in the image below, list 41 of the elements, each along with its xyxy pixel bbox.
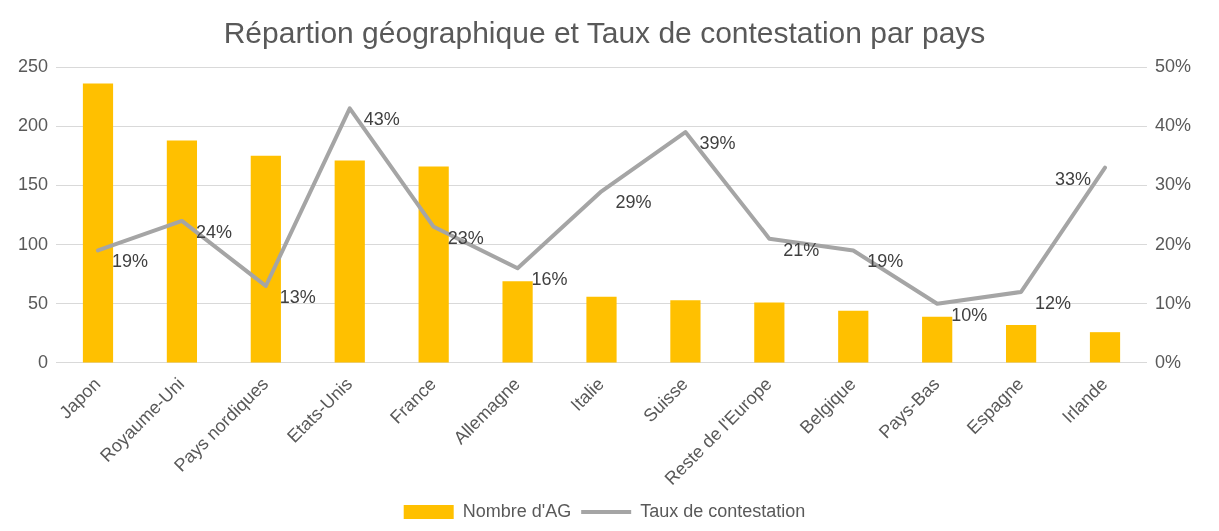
data-label: 23% (447, 227, 484, 248)
y2-tick-label: 40% (1154, 115, 1191, 136)
bar (1089, 332, 1121, 363)
bar (418, 166, 449, 363)
bar (502, 281, 533, 363)
data-label: 43% (363, 109, 400, 130)
y2-tick-label: 20% (1154, 233, 1191, 254)
data-label: 24% (195, 221, 232, 242)
data-label: 10% (951, 304, 988, 325)
y-tick-label: 0 (38, 351, 49, 372)
y2-tick-label: 0% (1154, 351, 1181, 372)
bar (838, 310, 869, 363)
y-tick-label: 100 (17, 233, 49, 254)
data-label: 13% (279, 286, 316, 307)
bar (82, 83, 114, 363)
bar (754, 302, 785, 363)
data-label: 19% (867, 251, 904, 272)
data-label: 39% (699, 133, 736, 154)
data-label: 16% (531, 269, 568, 290)
y2-tick-label: 50% (1154, 55, 1191, 76)
y-tick-label: 150 (17, 174, 49, 195)
y-tick-label: 50 (28, 292, 49, 313)
bar (1005, 325, 1037, 363)
chart-title: Répartion géographique et Taux de contestation par pays (223, 16, 986, 50)
y2-tick-label: 10% (1154, 292, 1191, 313)
legend-label: Nombre d'AG (462, 500, 572, 521)
y2-tick-label: 30% (1154, 174, 1191, 195)
data-label: 12% (1035, 292, 1072, 313)
legend-label: Taux de contestation (640, 500, 806, 521)
data-label: 33% (1054, 168, 1092, 189)
bar (250, 155, 281, 363)
data-label: 19% (111, 251, 149, 272)
bar (922, 316, 953, 363)
data-label: 29% (615, 192, 652, 213)
bar (586, 296, 617, 363)
data-label: 21% (783, 239, 820, 260)
y-tick-label: 250 (17, 55, 49, 76)
bar (334, 160, 365, 363)
y-tick-label: 200 (17, 115, 49, 136)
bar (166, 140, 198, 363)
bar (670, 300, 701, 363)
